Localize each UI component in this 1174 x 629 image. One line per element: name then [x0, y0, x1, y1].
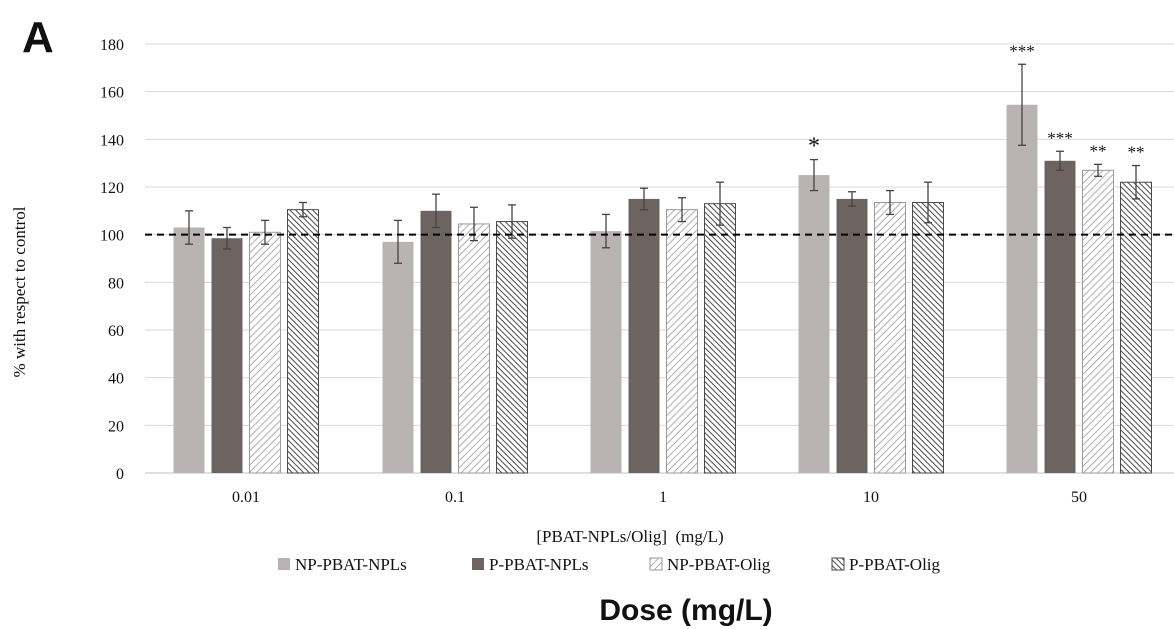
- significance-mark: ***: [1047, 128, 1073, 147]
- x-tick-label: 50: [1071, 489, 1087, 506]
- y-tick-label: 40: [108, 371, 124, 388]
- legend-label: P-PBAT-NPLs: [489, 555, 589, 574]
- footer-title: Dose (mg/L): [599, 594, 772, 627]
- bar: [211, 238, 243, 473]
- legend-label: NP-PBAT-Olig: [667, 555, 771, 574]
- bars: ********* **: [173, 41, 1152, 474]
- bar: [798, 175, 830, 474]
- y-axis-label: % with respect to control: [10, 206, 29, 377]
- bar: [874, 201, 906, 474]
- x-tick-label: 1: [659, 489, 667, 506]
- x-tick-label: 0.01: [232, 489, 260, 506]
- bar: [458, 223, 490, 474]
- bar: [704, 203, 736, 474]
- legend: NP-PBAT-NPLs P-PBAT-NPLs NP-PBAT-Olig P-PBA…: [278, 555, 941, 574]
- significance-mark: ***: [1009, 41, 1035, 60]
- bar: [382, 241, 414, 473]
- x-tick-label: 10: [863, 489, 879, 506]
- y-tick-label: 160: [100, 85, 124, 102]
- y-tick-label: 80: [108, 275, 124, 292]
- bar: [590, 231, 622, 473]
- bar: [420, 210, 452, 474]
- legend-label: P-PBAT-Olig: [849, 555, 941, 574]
- significance-mark: *: [808, 134, 820, 160]
- x-axis-label: [PBAT-NPLs/Olig] (mg/L): [536, 527, 723, 546]
- legend-swatch: [472, 558, 484, 570]
- legend-label: NP-PBAT-NPLs: [295, 555, 407, 574]
- significance-mark: **: [1128, 143, 1145, 162]
- bar: [287, 209, 319, 474]
- significance-mark: **: [1090, 141, 1107, 160]
- bar: [1120, 181, 1152, 474]
- y-tick-label: 120: [100, 180, 124, 197]
- bar: [173, 227, 205, 473]
- bar: [1044, 160, 1076, 474]
- bar: [1082, 169, 1114, 474]
- bar: [496, 221, 528, 474]
- legend-swatch: [649, 557, 663, 571]
- y-tick-labels: 0 20 40 60 80 100 120 140 160 180: [100, 37, 124, 483]
- legend-swatch: [278, 558, 290, 570]
- legend-swatch: [831, 557, 845, 571]
- bar: [628, 198, 660, 473]
- bar: [666, 209, 698, 474]
- panel-label: A: [22, 13, 54, 62]
- bar: [249, 231, 281, 474]
- y-tick-label: 20: [108, 418, 124, 435]
- y-tick-label: 60: [108, 323, 124, 340]
- x-tick-labels: 0.01 0.1 1 10 50: [232, 489, 1087, 506]
- bar: [1006, 104, 1038, 474]
- y-tick-label: 0: [116, 466, 124, 483]
- x-tick-label: 0.1: [445, 489, 465, 506]
- y-tick-label: 140: [100, 132, 124, 149]
- bar: [912, 201, 944, 474]
- y-tick-label: 100: [100, 228, 124, 245]
- bar: [836, 198, 868, 473]
- y-tick-label: 180: [100, 37, 124, 54]
